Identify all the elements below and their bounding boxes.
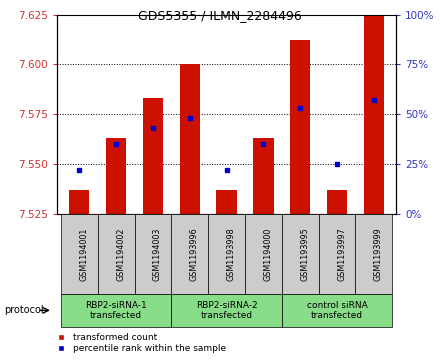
Bar [171, 214, 208, 294]
Bar [171, 294, 282, 327]
Text: GSM1194000: GSM1194000 [264, 227, 272, 281]
Text: GDS5355 / ILMN_2284496: GDS5355 / ILMN_2284496 [138, 9, 302, 22]
Bar [282, 214, 319, 294]
Bar [253, 138, 274, 214]
Bar [180, 65, 200, 214]
Bar [216, 190, 237, 214]
Bar [98, 214, 135, 294]
Bar [364, 15, 384, 214]
Bar [327, 190, 347, 214]
Bar [356, 214, 392, 294]
Bar [69, 190, 89, 214]
Text: GSM1193998: GSM1193998 [227, 227, 235, 281]
Text: RBP2-siRNA-1
transfected: RBP2-siRNA-1 transfected [85, 301, 147, 320]
Text: RBP2-siRNA-2
transfected: RBP2-siRNA-2 transfected [196, 301, 257, 320]
Bar [245, 214, 282, 294]
Bar [61, 294, 171, 327]
Text: GSM1194001: GSM1194001 [79, 227, 88, 281]
Bar [319, 214, 356, 294]
Text: GSM1194003: GSM1194003 [153, 227, 162, 281]
Bar [135, 214, 171, 294]
Text: GSM1193999: GSM1193999 [374, 227, 383, 281]
Bar [106, 138, 126, 214]
Bar [143, 98, 163, 214]
Text: GSM1194002: GSM1194002 [116, 227, 125, 281]
Legend: transformed count, percentile rank within the sample: transformed count, percentile rank withi… [48, 330, 230, 357]
Text: control siRNA
transfected: control siRNA transfected [307, 301, 367, 320]
Bar [61, 214, 98, 294]
Text: GSM1193996: GSM1193996 [190, 227, 199, 281]
Bar [282, 294, 392, 327]
Bar [208, 214, 245, 294]
Bar [290, 41, 310, 214]
Text: GSM1193995: GSM1193995 [300, 227, 309, 281]
Text: GSM1193997: GSM1193997 [337, 227, 346, 281]
Text: protocol: protocol [4, 305, 44, 315]
